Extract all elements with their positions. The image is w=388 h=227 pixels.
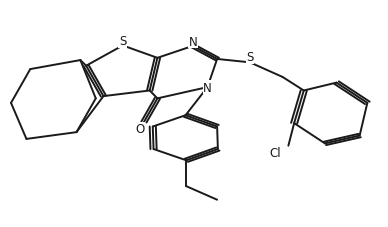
Text: N: N [189,36,197,49]
Text: S: S [246,51,253,64]
Text: Cl: Cl [269,146,281,159]
Text: O: O [135,123,145,136]
Text: N: N [203,81,212,94]
Text: S: S [119,35,126,48]
